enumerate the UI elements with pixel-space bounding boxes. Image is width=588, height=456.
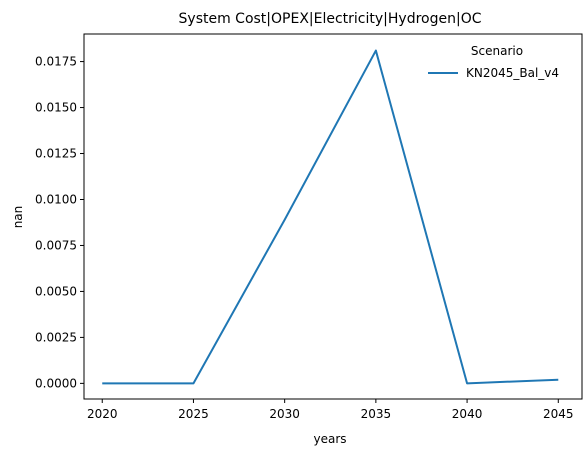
x-tick-label: 2040 xyxy=(452,407,483,421)
x-tick-label: 2045 xyxy=(543,407,574,421)
y-tick-label: 0.0125 xyxy=(35,147,77,161)
x-axis: 2020 2025 2030 2035 2040 2045 xyxy=(87,399,574,421)
legend-title: Scenario xyxy=(471,44,523,58)
y-tick-label: 0.0150 xyxy=(35,101,77,115)
y-tick-label: 0.0025 xyxy=(35,330,77,344)
x-tick-label: 2030 xyxy=(269,407,300,421)
legend: Scenario KN2045_Bal_v4 xyxy=(428,44,559,80)
y-axis: 0.0000 0.0025 0.0050 0.0075 0.0100 0.0125 0.01… xyxy=(35,55,84,390)
series-layer xyxy=(102,49,559,385)
x-axis-title: years xyxy=(313,432,346,446)
y-tick-label: 0.0050 xyxy=(35,284,77,298)
chart-title: System Cost|OPEX|Electricity|Hydrogen|OC xyxy=(179,11,482,27)
y-tick-label: 0.0000 xyxy=(35,376,77,390)
x-tick-label: 2035 xyxy=(361,407,392,421)
plot-area-frame xyxy=(83,33,583,400)
y-tick-label: 0.0075 xyxy=(35,238,77,252)
y-tick-label: 0.0100 xyxy=(35,192,77,206)
x-tick-label: 2025 xyxy=(178,407,209,421)
legend-series-label: KN2045_Bal_v4 xyxy=(466,66,559,80)
x-tick-label: 2020 xyxy=(87,407,118,421)
y-axis-title: nan xyxy=(11,206,25,229)
series-line-0 xyxy=(102,49,559,385)
y-tick-label: 0.0175 xyxy=(35,55,77,69)
